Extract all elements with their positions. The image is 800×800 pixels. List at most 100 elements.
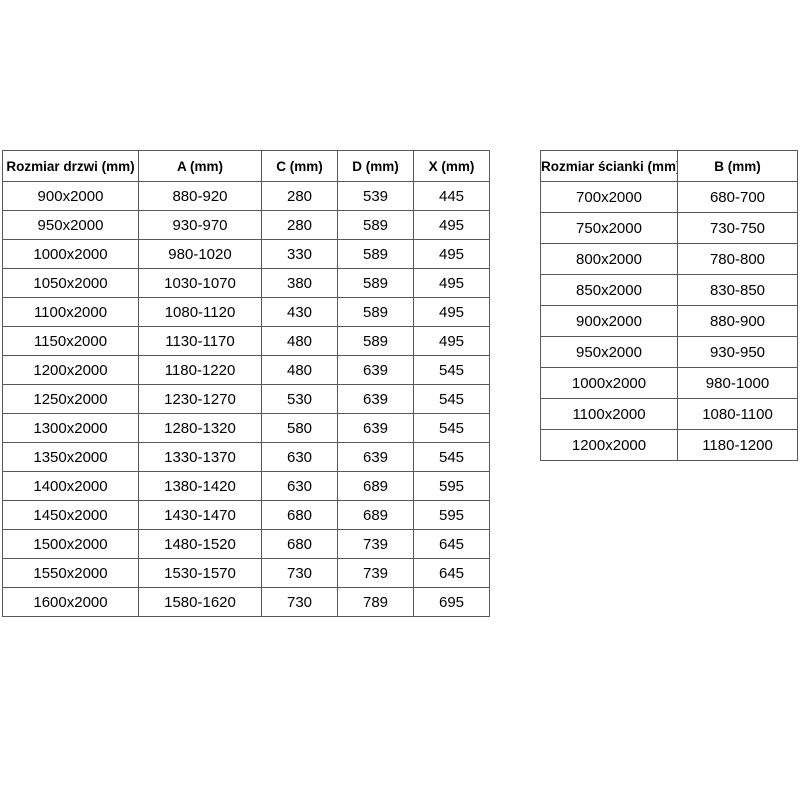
table-cell: 1600x2000	[2, 587, 139, 617]
column-header-d: D (mm)	[337, 150, 414, 182]
table-row: 1100x2000 1080-1100	[540, 398, 798, 430]
table-cell: 980-1020	[138, 239, 262, 269]
table-row: 1050x2000 1030-1070 380 589 495	[2, 268, 490, 298]
table-row: 1500x2000 1480-1520 680 739 645	[2, 529, 490, 559]
table-cell: 1350x2000	[2, 442, 139, 472]
table-cell: 595	[413, 500, 490, 530]
table-cell: 900x2000	[2, 181, 139, 211]
table-cell: 1180-1200	[677, 429, 798, 461]
table-cell: 589	[337, 210, 414, 240]
table-cell: 689	[337, 471, 414, 501]
wall-sizes-table: Rozmiar ścianki (mm) B (mm) 700x2000 680-…	[540, 150, 798, 461]
table-row: 1200x2000 1180-1200	[540, 429, 798, 461]
table-cell: 330	[261, 239, 338, 269]
table-cell: 930-970	[138, 210, 262, 240]
table-cell: 545	[413, 355, 490, 385]
table-cell: 445	[413, 181, 490, 211]
door-sizes-table-body: 900x2000 880-920 280 539 445 950x2000 930-970 2…	[2, 181, 490, 617]
table-header-row: Rozmiar drzwi (mm) A (mm) C (mm) D (mm) …	[2, 150, 490, 182]
table-cell: 495	[413, 239, 490, 269]
table-cell: 800x2000	[540, 243, 678, 275]
table-cell: 750x2000	[540, 212, 678, 244]
table-cell: 630	[261, 471, 338, 501]
table-cell: 730-750	[677, 212, 798, 244]
table-row: 1300x2000 1280-1320 580 639 545	[2, 413, 490, 443]
table-row: 1350x2000 1330-1370 630 639 545	[2, 442, 490, 472]
table-cell: 1550x2000	[2, 558, 139, 588]
table-cell: 630	[261, 442, 338, 472]
table-cell: 739	[337, 529, 414, 559]
table-row: 900x2000 880-900	[540, 305, 798, 337]
table-cell: 1180-1220	[138, 355, 262, 385]
column-header-b: B (mm)	[677, 150, 798, 182]
table-cell: 1400x2000	[2, 471, 139, 501]
table-cell: 680	[261, 529, 338, 559]
table-cell: 639	[337, 384, 414, 414]
table-cell: 589	[337, 326, 414, 356]
table-cell: 589	[337, 268, 414, 298]
table-cell: 1480-1520	[138, 529, 262, 559]
table-cell: 539	[337, 181, 414, 211]
table-row: 850x2000 830-850	[540, 274, 798, 306]
table-cell: 1200x2000	[2, 355, 139, 385]
table-cell: 380	[261, 268, 338, 298]
column-header-x: X (mm)	[413, 150, 490, 182]
table-cell: 1080-1120	[138, 297, 262, 327]
table-cell: 1530-1570	[138, 558, 262, 588]
table-cell: 850x2000	[540, 274, 678, 306]
table-row: 1550x2000 1530-1570 730 739 645	[2, 558, 490, 588]
table-cell: 695	[413, 587, 490, 617]
table-row: 1250x2000 1230-1270 530 639 545	[2, 384, 490, 414]
column-header-c: C (mm)	[261, 150, 338, 182]
table-cell: 480	[261, 326, 338, 356]
table-cell: 639	[337, 355, 414, 385]
table-cell: 930-950	[677, 336, 798, 368]
table-cell: 900x2000	[540, 305, 678, 337]
table-cell: 1580-1620	[138, 587, 262, 617]
table-cell: 880-920	[138, 181, 262, 211]
table-row: 1000x2000 980-1020 330 589 495	[2, 239, 490, 269]
table-row: 800x2000 780-800	[540, 243, 798, 275]
table-header-row: Rozmiar ścianki (mm) B (mm)	[540, 150, 798, 182]
table-row: 1100x2000 1080-1120 430 589 495	[2, 297, 490, 327]
table-cell: 880-900	[677, 305, 798, 337]
table-cell: 680-700	[677, 181, 798, 213]
table-cell: 1000x2000	[2, 239, 139, 269]
table-cell: 1150x2000	[2, 326, 139, 356]
table-cell: 830-850	[677, 274, 798, 306]
column-header-a: A (mm)	[138, 150, 262, 182]
table-cell: 1050x2000	[2, 268, 139, 298]
table-cell: 1330-1370	[138, 442, 262, 472]
table-cell: 1000x2000	[540, 367, 678, 399]
table-row: 700x2000 680-700	[540, 181, 798, 213]
table-cell: 689	[337, 500, 414, 530]
table-cell: 495	[413, 326, 490, 356]
table-cell: 495	[413, 297, 490, 327]
table-cell: 1280-1320	[138, 413, 262, 443]
table-cell: 589	[337, 239, 414, 269]
table-cell: 1380-1420	[138, 471, 262, 501]
table-cell: 280	[261, 210, 338, 240]
table-row: 1150x2000 1130-1170 480 589 495	[2, 326, 490, 356]
table-cell: 430	[261, 297, 338, 327]
table-row: 1600x2000 1580-1620 730 789 695	[2, 587, 490, 617]
door-sizes-table: Rozmiar drzwi (mm) A (mm) C (mm) D (mm) …	[2, 150, 490, 617]
table-cell: 645	[413, 558, 490, 588]
table-cell: 1080-1100	[677, 398, 798, 430]
table-cell: 530	[261, 384, 338, 414]
table-cell: 780-800	[677, 243, 798, 275]
table-cell: 495	[413, 210, 490, 240]
table-cell: 639	[337, 413, 414, 443]
table-cell: 545	[413, 442, 490, 472]
table-cell: 580	[261, 413, 338, 443]
table-cell: 545	[413, 413, 490, 443]
table-cell: 1100x2000	[2, 297, 139, 327]
table-cell: 700x2000	[540, 181, 678, 213]
table-cell: 545	[413, 384, 490, 414]
table-row: 900x2000 880-920 280 539 445	[2, 181, 490, 211]
table-cell: 1100x2000	[540, 398, 678, 430]
table-cell: 730	[261, 587, 338, 617]
table-cell: 739	[337, 558, 414, 588]
table-row: 1400x2000 1380-1420 630 689 595	[2, 471, 490, 501]
